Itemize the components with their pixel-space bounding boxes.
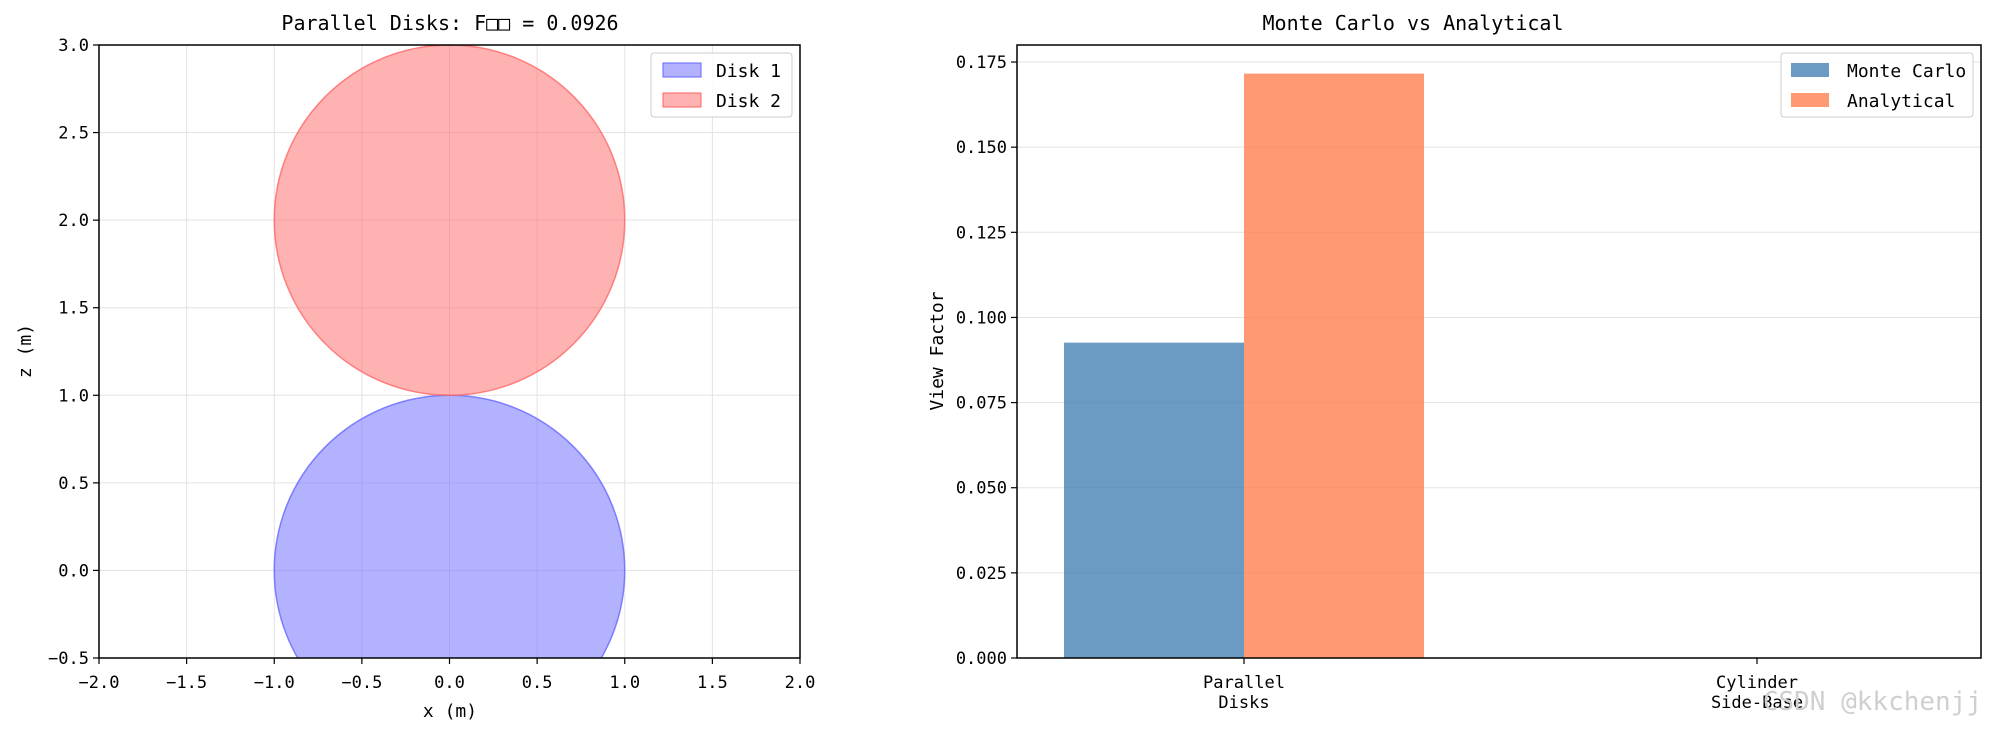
disks-legend-label-disk-1: Disk 1 [716, 61, 781, 82]
disks-x-tick-label: −1.5 [166, 673, 207, 693]
view-factor-chart-y-ticks: 0.000 0.025 0.050 0.075 0.100 0.125 0.150 0.175 [956, 53, 1017, 669]
disks-legend-label-disk-2: Disk 2 [716, 91, 781, 112]
disks-y-tick-label: 3.0 [58, 36, 89, 56]
disks-x-tick-label: −1.0 [254, 673, 295, 693]
disks-y-tick-label: 2.5 [58, 124, 89, 144]
view-factor-legend-label-analytical: Analytical [1847, 91, 1955, 112]
disks-chart-x-ticks: −2.0 −1.5 −1.0 −0.5 0.0 0.5 1.0 1.5 2.0 [79, 658, 816, 693]
view-factor-y-tick-label: 0.175 [956, 53, 1007, 73]
view-factor-y-tick-label: 0.100 [956, 308, 1007, 328]
disks-y-tick-label: 0.5 [58, 474, 89, 494]
disks-x-tick-label: 2.0 [785, 673, 816, 693]
disks-x-tick-label: 0.5 [522, 673, 553, 693]
bar-analytical-parallel-disks [1244, 73, 1424, 658]
view-factor-y-tick-label: 0.000 [956, 649, 1007, 669]
disks-legend-swatch-disk-1 [662, 62, 702, 78]
disks-x-tick-label: 1.0 [609, 673, 640, 693]
view-factor-y-tick-label: 0.150 [956, 138, 1007, 158]
disks-chart-marks [273, 45, 626, 658]
view-factor-chart-y-label: View Factor [927, 291, 948, 410]
view-factor-y-tick-label: 0.075 [956, 394, 1007, 414]
x-tick-label-parallel-disks-line-1: Parallel [1203, 673, 1285, 693]
view-factor-y-tick-label: 0.025 [956, 564, 1007, 584]
view-factor-chart-x-ticks: Parallel Disks Cylinder Side-Base [1203, 658, 1803, 713]
disks-y-tick-label: 1.0 [58, 386, 89, 406]
disks-y-tick-label: 1.5 [58, 299, 89, 319]
disks-x-tick-label: −0.5 [341, 673, 382, 693]
disks-chart: Parallel Disks: F□□ = 0.0926 −2.0 −1.5 −1.… [15, 11, 816, 722]
disks-y-tick-label: 2.0 [58, 211, 89, 231]
disks-x-tick-label: 0.0 [434, 673, 465, 693]
disks-x-tick-label: 1.5 [697, 673, 728, 693]
x-tick-label-parallel-disks-line-2: Disks [1218, 693, 1269, 713]
disks-chart-y-ticks: −0.5 0.0 0.5 1.0 1.5 2.0 2.5 3.0 [48, 36, 99, 669]
disk-disk-2 [273, 45, 626, 396]
view-factor-y-tick-label: 0.125 [956, 223, 1007, 243]
view-factor-legend-swatch-analytical [1791, 93, 1829, 107]
view-factor-legend-swatch-monte-carlo [1791, 63, 1829, 77]
csdn-watermark: CSDN @kkchenjj [1763, 687, 1982, 717]
view-factor-chart-frame [1016, 44, 1982, 659]
view-factor-legend-label-monte-carlo: Monte Carlo [1847, 61, 1966, 82]
view-factor-y-tick-label: 0.050 [956, 479, 1007, 499]
disks-x-tick-label: −2.0 [79, 673, 120, 693]
disks-y-tick-label: −0.5 [48, 649, 89, 669]
disks-plot-area [273, 45, 626, 658]
view-factor-chart-bars [1064, 73, 1424, 658]
disks-chart-legend: Disk 1 Disk 2 [650, 52, 793, 118]
disks-chart-y-label: z (m) [15, 324, 36, 378]
x-tick-label-cylinder-side-base-line-1: Cylinder [1716, 673, 1798, 693]
view-factor-chart: Monte Carlo vs Analytical 0.000 0.025 0.05… [927, 11, 1982, 713]
disks-chart-title: Parallel Disks: F□□ = 0.0926 [281, 11, 618, 35]
disks-y-tick-label: 0.0 [58, 561, 89, 581]
view-factor-chart-legend: Monte Carlo Analytical [1780, 52, 1974, 118]
disks-chart-x-label: x (m) [423, 701, 477, 722]
disks-legend-swatch-disk-2 [662, 92, 702, 108]
view-factor-chart-title: Monte Carlo vs Analytical [1262, 11, 1563, 35]
x-tick-label-cylinder-side-base-line-2: Side-Base [1711, 693, 1803, 713]
bar-monte-carlo-parallel-disks [1064, 342, 1244, 658]
